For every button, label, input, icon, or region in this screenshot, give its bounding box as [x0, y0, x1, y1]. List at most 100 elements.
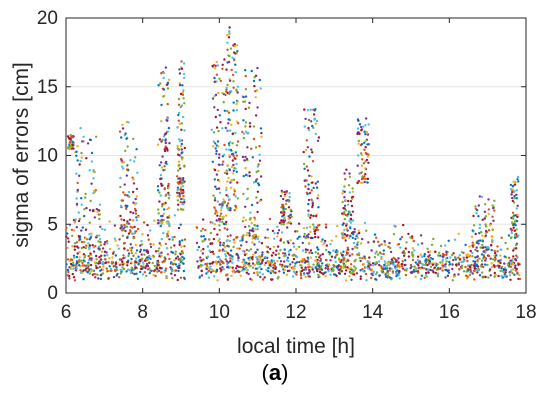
data-point	[72, 276, 76, 279]
data-point	[476, 255, 479, 259]
data-point	[244, 125, 247, 128]
data-point	[134, 212, 138, 215]
data-point	[171, 251, 175, 254]
data-point	[99, 225, 102, 228]
data-point	[131, 219, 134, 222]
data-point	[468, 273, 472, 277]
data-point	[241, 237, 244, 240]
data-point	[363, 175, 366, 178]
data-point	[257, 163, 260, 166]
data-point	[285, 202, 288, 206]
data-point	[225, 250, 228, 253]
data-point	[153, 264, 156, 268]
data-point	[358, 172, 361, 175]
data-point	[323, 241, 326, 244]
data-point	[310, 189, 313, 192]
data-point	[217, 187, 221, 190]
data-point	[309, 216, 312, 219]
data-point	[229, 90, 233, 93]
data-point	[487, 208, 490, 211]
data-point	[286, 222, 289, 225]
data-point	[182, 72, 186, 76]
data-point	[388, 241, 391, 245]
data-point	[103, 243, 106, 246]
data-point	[207, 266, 210, 269]
data-point	[112, 275, 116, 279]
data-point	[120, 159, 123, 162]
data-point	[123, 183, 126, 186]
data-point	[345, 168, 348, 171]
data-point	[507, 234, 511, 237]
data-point	[174, 250, 177, 253]
data-point	[131, 190, 135, 194]
data-point	[218, 258, 222, 261]
data-point	[116, 244, 119, 247]
data-point	[180, 182, 183, 185]
data-point	[166, 117, 169, 120]
data-point	[200, 229, 203, 233]
data-point	[513, 229, 516, 232]
data-point	[235, 88, 238, 91]
data-point	[163, 187, 166, 191]
data-point	[414, 261, 417, 264]
data-point	[104, 261, 108, 264]
data-point	[248, 101, 251, 105]
data-point	[173, 214, 177, 217]
data-point	[374, 277, 377, 281]
data-point	[343, 236, 346, 239]
data-point	[165, 221, 168, 224]
data-point	[476, 271, 479, 274]
data-point	[314, 182, 317, 185]
data-point	[323, 239, 327, 243]
data-point	[374, 273, 378, 276]
data-point	[433, 266, 436, 269]
data-point	[229, 181, 232, 184]
data-point	[510, 193, 513, 196]
data-point	[133, 225, 136, 229]
data-point	[291, 267, 295, 271]
data-point	[348, 254, 351, 257]
figure-caption: (a)	[0, 360, 550, 386]
data-point	[304, 266, 307, 269]
data-point	[231, 73, 235, 77]
data-point	[320, 268, 324, 271]
data-point	[511, 199, 514, 203]
data-point	[264, 236, 267, 239]
data-point	[321, 238, 324, 241]
data-point	[375, 250, 378, 253]
data-point	[88, 221, 92, 224]
data-point	[274, 267, 277, 271]
data-point	[252, 125, 256, 128]
data-point	[130, 271, 133, 274]
data-point	[313, 225, 316, 229]
data-point	[234, 205, 238, 208]
data-point	[309, 214, 313, 217]
data-point	[100, 250, 104, 253]
data-point	[364, 151, 368, 155]
data-point	[413, 249, 416, 252]
data-point	[416, 243, 420, 246]
data-point	[126, 268, 130, 271]
data-point	[402, 254, 406, 257]
data-point	[299, 264, 302, 267]
data-point	[255, 178, 259, 181]
data-point	[79, 269, 82, 272]
data-point	[84, 196, 87, 199]
data-point	[510, 231, 513, 235]
data-point	[244, 173, 248, 177]
data-point	[181, 250, 184, 253]
data-point	[493, 209, 496, 212]
data-point	[232, 269, 235, 272]
data-point	[82, 259, 85, 262]
data-point	[138, 250, 142, 253]
data-point	[367, 161, 370, 164]
data-point	[220, 206, 223, 209]
data-point	[256, 270, 259, 274]
data-point	[314, 228, 317, 232]
data-point	[344, 269, 348, 272]
data-point	[305, 165, 308, 168]
data-point	[236, 50, 239, 53]
data-point	[229, 257, 232, 260]
data-point	[163, 148, 166, 151]
data-point	[288, 192, 291, 195]
